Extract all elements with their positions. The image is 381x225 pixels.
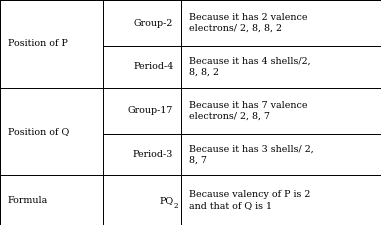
Bar (0, 0, 103, 88)
Bar (181, 134, 381, 176)
Text: Because it has 2 valence
electrons/ 2, 8, 8, 2: Because it has 2 valence electrons/ 2, 8… (189, 13, 307, 33)
Text: Because it has 3 shells/ 2,
8, 7: Because it has 3 shells/ 2, 8, 7 (189, 145, 313, 165)
Text: Period-3: Period-3 (133, 150, 173, 159)
Text: 2: 2 (174, 202, 178, 210)
Bar (181, 176, 381, 225)
Text: Group-2: Group-2 (134, 19, 173, 28)
Text: Position of P: Position of P (8, 39, 67, 48)
Bar (181, 0, 381, 46)
Text: PQ: PQ (159, 196, 173, 205)
Bar (181, 46, 381, 88)
Bar (0, 176, 103, 225)
Bar (181, 88, 381, 134)
Bar (103, 134, 181, 176)
Text: Because valency of P is 2
and that of Q is 1: Because valency of P is 2 and that of Q … (189, 190, 310, 210)
Bar (0, 88, 103, 176)
Text: Formula: Formula (8, 196, 48, 205)
Text: Group-17: Group-17 (128, 106, 173, 115)
Bar (103, 0, 181, 46)
Bar (103, 46, 181, 88)
Text: Because it has 4 shells/2,
8, 8, 2: Because it has 4 shells/2, 8, 8, 2 (189, 57, 310, 77)
Bar (103, 88, 181, 134)
Text: Because it has 7 valence
electrons/ 2, 8, 7: Because it has 7 valence electrons/ 2, 8… (189, 101, 307, 121)
Text: Position of Q: Position of Q (8, 127, 69, 136)
Bar (103, 176, 181, 225)
Text: Period-4: Period-4 (133, 62, 173, 72)
